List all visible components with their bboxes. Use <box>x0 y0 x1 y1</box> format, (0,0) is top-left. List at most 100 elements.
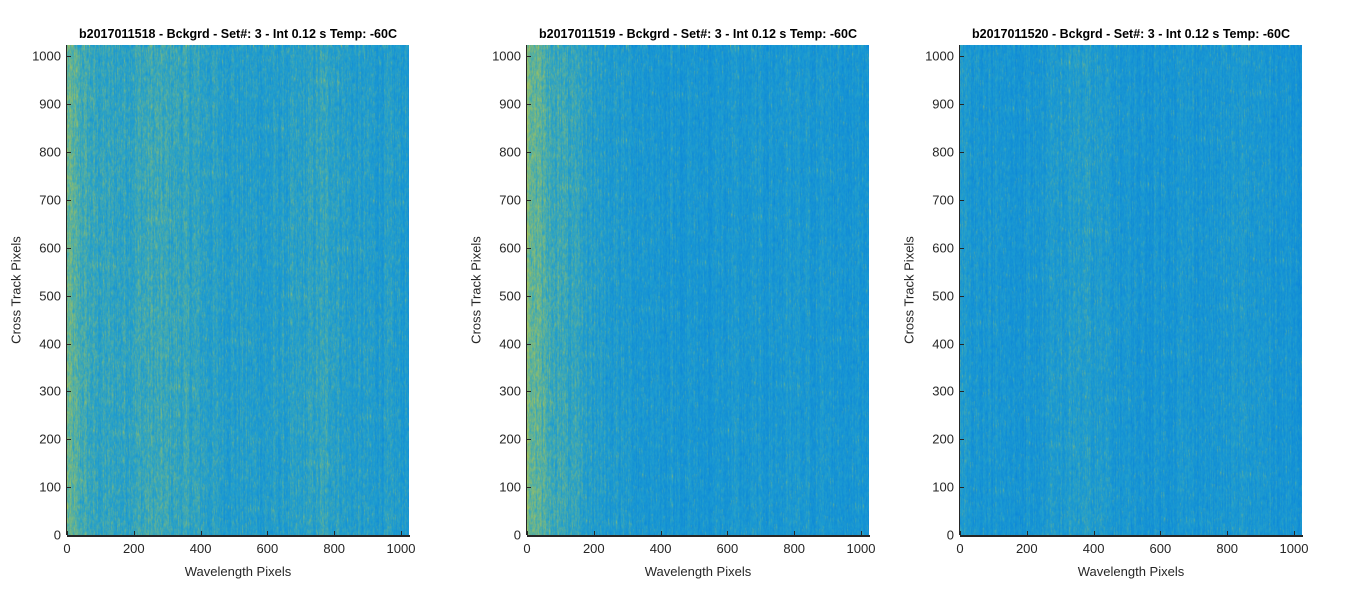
y-tick-mark <box>527 104 531 106</box>
y-tick-mark <box>527 295 531 297</box>
y-tick-label: 200 <box>932 431 954 447</box>
y-tick-label: 0 <box>53 527 61 543</box>
x-tick-mark <box>794 531 796 535</box>
x-tick-mark <box>1093 531 1095 535</box>
x-tick-mark <box>1026 531 1028 535</box>
y-tick-label: 500 <box>499 288 521 304</box>
x-tick-mark <box>660 531 662 535</box>
y-tick-label: 1000 <box>32 48 61 64</box>
y-tick-mark <box>527 535 531 536</box>
x-tick-mark <box>860 531 862 535</box>
chart-title: b2017011520 - Bckgrd - Set#: 3 - Int 0.1… <box>972 27 1290 41</box>
x-axis-label: Wavelength Pixels <box>1077 564 1185 579</box>
y-tick-label: 400 <box>932 336 954 352</box>
y-tick-label: 300 <box>932 383 954 399</box>
y-tick-mark <box>67 247 71 249</box>
y-tick-label: 200 <box>39 431 61 447</box>
x-tick-label: 400 <box>189 541 212 556</box>
y-tick-mark <box>67 391 71 393</box>
y-tick-mark <box>527 152 531 154</box>
y-tick-mark <box>960 104 964 106</box>
y-tick-mark <box>67 200 71 202</box>
chart-title: b2017011518 - Bckgrd - Set#: 3 - Int 0.1… <box>79 27 397 41</box>
y-tick-label: 700 <box>39 192 61 208</box>
y-axis-label: Cross Track Pixels <box>8 236 24 344</box>
x-tick-mark <box>334 531 336 535</box>
y-tick-label: 600 <box>932 240 954 256</box>
y-tick-mark <box>67 152 71 154</box>
y-tick-label: 900 <box>39 96 61 112</box>
y-tick-label: 900 <box>499 96 521 112</box>
y-tick-mark <box>527 343 531 345</box>
y-tick-label: 800 <box>499 144 521 160</box>
heatmap-canvas <box>67 45 409 535</box>
x-tick-mark <box>960 531 961 535</box>
x-tick-mark <box>400 531 402 535</box>
y-tick-mark <box>960 200 964 202</box>
y-axis-line <box>526 45 527 535</box>
y-tick-label: 1000 <box>492 48 521 64</box>
y-tick-label: 100 <box>499 479 521 495</box>
heatmap-image <box>527 45 869 535</box>
y-tick-mark <box>527 487 531 489</box>
y-tick-label: 200 <box>499 431 521 447</box>
x-tick-label: 1000 <box>846 541 876 556</box>
x-tick-mark <box>527 531 528 535</box>
x-axis-label: Wavelength Pixels <box>184 564 292 579</box>
x-tick-label: 0 <box>523 541 531 556</box>
y-tick-mark <box>527 439 531 441</box>
x-tick-label: 800 <box>783 541 806 556</box>
x-tick-label: 800 <box>1216 541 1239 556</box>
heatmap-canvas <box>960 45 1302 535</box>
heatmap-canvas <box>527 45 869 535</box>
x-tick-label: 0 <box>63 541 71 556</box>
y-tick-mark <box>67 56 71 58</box>
y-axis-label: Cross Track Pixels <box>468 236 484 344</box>
y-tick-label: 700 <box>499 192 521 208</box>
x-tick-mark <box>200 531 202 535</box>
y-tick-mark <box>67 343 71 345</box>
x-tick-mark <box>1227 531 1229 535</box>
y-tick-mark <box>960 487 964 489</box>
x-tick-label: 1000 <box>386 541 416 556</box>
y-tick-mark <box>67 487 71 489</box>
y-tick-mark <box>527 247 531 249</box>
x-tick-label: 200 <box>122 541 145 556</box>
x-tick-mark <box>593 531 595 535</box>
x-tick-label: 0 <box>956 541 964 556</box>
y-tick-mark <box>527 391 531 393</box>
y-tick-label: 600 <box>39 240 61 256</box>
y-tick-label: 0 <box>946 527 954 543</box>
y-tick-mark <box>960 295 964 297</box>
x-axis-line <box>527 535 870 537</box>
y-tick-label: 500 <box>39 288 61 304</box>
y-tick-mark <box>960 391 964 393</box>
y-tick-label: 300 <box>499 383 521 399</box>
y-tick-label: 900 <box>932 96 954 112</box>
x-axis-line <box>960 535 1303 537</box>
y-tick-label: 100 <box>39 479 61 495</box>
x-tick-mark <box>67 531 68 535</box>
x-tick-label: 600 <box>1149 541 1172 556</box>
x-tick-label: 200 <box>582 541 605 556</box>
y-tick-label: 400 <box>499 336 521 352</box>
x-axis-line <box>67 535 410 537</box>
x-tick-mark <box>267 531 269 535</box>
y-tick-mark <box>960 343 964 345</box>
y-tick-mark <box>960 56 964 58</box>
y-tick-mark <box>960 439 964 441</box>
heatmap-image <box>67 45 409 535</box>
y-tick-label: 800 <box>932 144 954 160</box>
chart-title: b2017011519 - Bckgrd - Set#: 3 - Int 0.1… <box>539 27 857 41</box>
y-tick-label: 1000 <box>925 48 954 64</box>
x-tick-label: 400 <box>1082 541 1105 556</box>
y-tick-label: 400 <box>39 336 61 352</box>
y-tick-mark <box>527 200 531 202</box>
x-tick-label: 400 <box>649 541 672 556</box>
y-tick-label: 100 <box>932 479 954 495</box>
x-tick-label: 600 <box>716 541 739 556</box>
x-tick-mark <box>133 531 135 535</box>
y-tick-mark <box>67 295 71 297</box>
y-tick-mark <box>67 535 71 536</box>
